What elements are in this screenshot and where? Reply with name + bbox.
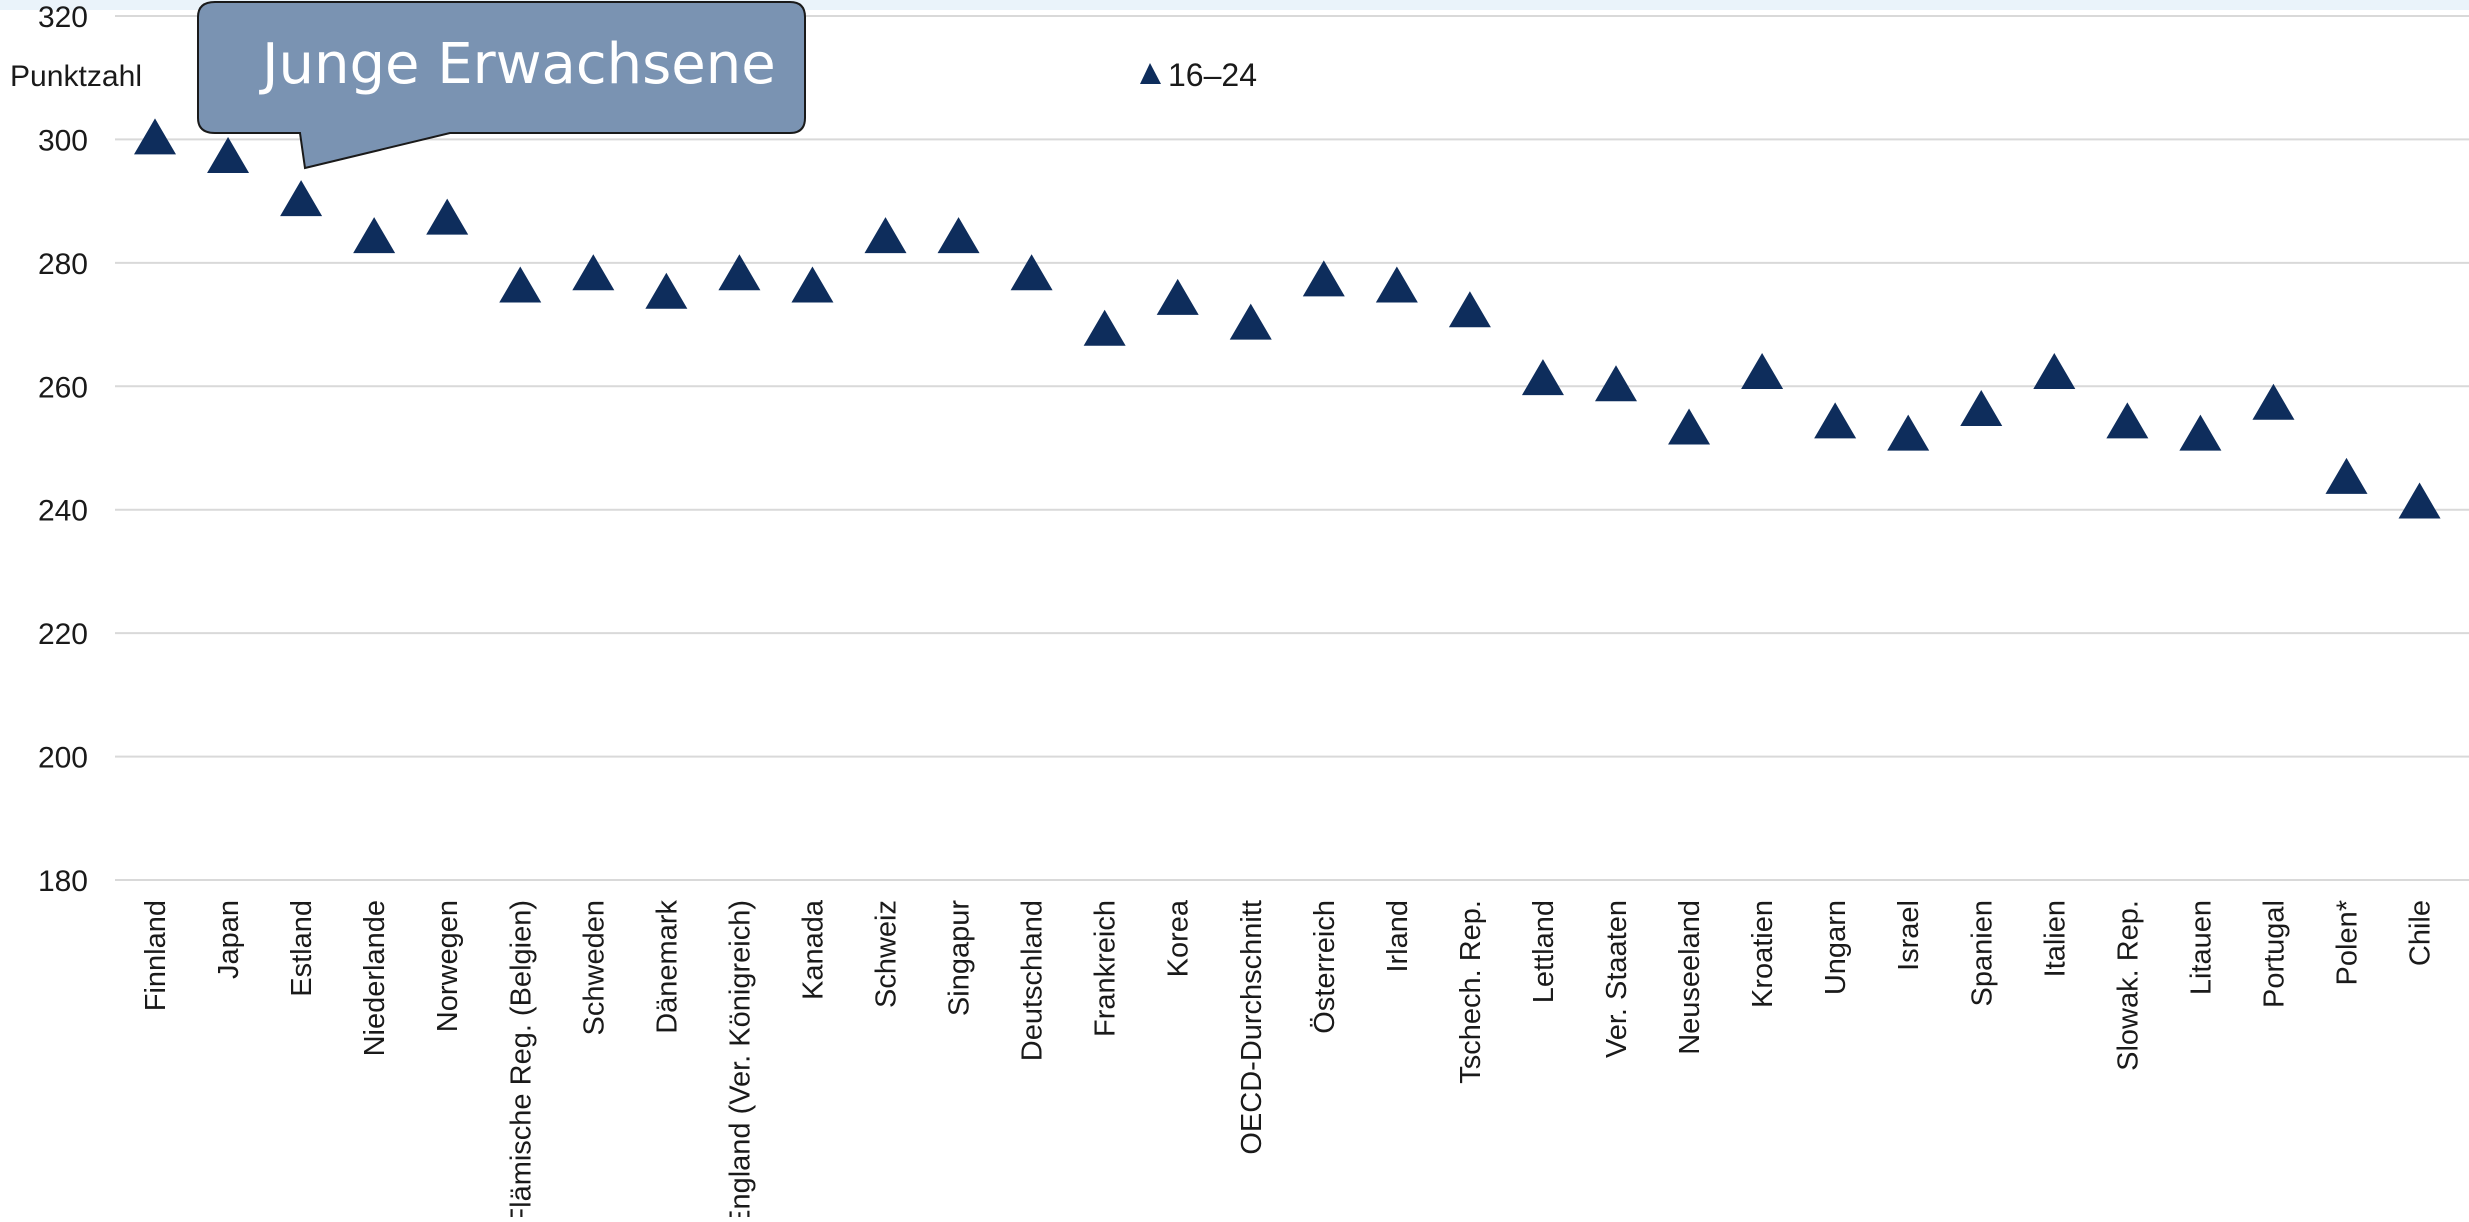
data-point-marker bbox=[791, 266, 834, 303]
data-point-marker bbox=[353, 217, 396, 254]
legend-marker bbox=[1140, 63, 1161, 84]
data-point-marker bbox=[2398, 482, 2441, 519]
x-axis-tick-labels: Finnland Japan Estland Niederlande Norwegen F… bbox=[140, 899, 2437, 1222]
x-tick-label: Portugal bbox=[2258, 900, 2290, 1008]
x-tick-label: OECD-Durchschnitt bbox=[1236, 900, 1268, 1155]
data-point-marker bbox=[1010, 254, 1053, 291]
x-tick-label: Neuseeland bbox=[1674, 900, 1706, 1055]
x-tick-label: Ungarn bbox=[1820, 900, 1852, 995]
title-callout: Junge Erwachsene bbox=[197, 1, 806, 170]
y-tick-label: 260 bbox=[38, 371, 88, 404]
data-point-marker bbox=[2252, 383, 2295, 420]
data-point-marker bbox=[1595, 365, 1637, 402]
x-tick-label: Deutschland bbox=[1017, 900, 1049, 1061]
data-point-marker bbox=[2179, 414, 2222, 451]
x-tick-label: Litauen bbox=[2185, 900, 2217, 995]
data-point-marker bbox=[1083, 309, 1126, 346]
x-tick-label: Italien bbox=[2039, 900, 2071, 977]
x-tick-label: Österreich bbox=[1309, 900, 1341, 1034]
data-point-marker bbox=[1960, 389, 2003, 426]
x-tick-label: England (Ver. Königreich) bbox=[724, 900, 756, 1217]
data-point-marker bbox=[2106, 402, 2149, 439]
data-point-marker bbox=[1668, 408, 1711, 445]
x-tick-label: Korea bbox=[1163, 899, 1195, 977]
x-tick-label: Ver. Staaten bbox=[1601, 900, 1633, 1058]
x-tick-label: Norwegen bbox=[432, 900, 464, 1032]
data-point-marker bbox=[499, 266, 542, 303]
chart-title: Junge Erwachsene bbox=[259, 32, 776, 97]
data-point-marker bbox=[426, 198, 469, 235]
grid-lines bbox=[115, 15, 2469, 881]
x-tick-label: Lettland bbox=[1528, 900, 1560, 1003]
x-tick-label: Schweiz bbox=[871, 900, 903, 1008]
x-tick-label: Frankreich bbox=[1090, 900, 1122, 1037]
y-axis-label: Punktzahl bbox=[10, 60, 142, 93]
y-tick-label: 240 bbox=[38, 495, 88, 528]
x-tick-label: Finnland bbox=[140, 900, 172, 1011]
y-tick-label: 220 bbox=[38, 618, 88, 651]
data-point-marker bbox=[645, 272, 688, 309]
x-tick-label: Dänemark bbox=[651, 900, 683, 1034]
data-point-marker bbox=[2033, 352, 2076, 389]
callout-box bbox=[197, 1, 806, 170]
data-point-marker bbox=[1229, 303, 1272, 340]
x-tick-label: Israel bbox=[1893, 900, 1925, 971]
legend-label: 16–24 bbox=[1168, 57, 1257, 93]
data-point-marker bbox=[2325, 457, 2368, 494]
x-tick-label: Tschech. Rep. bbox=[1455, 900, 1487, 1084]
data-point-marker bbox=[718, 254, 761, 291]
x-tick-label: Kanada bbox=[797, 899, 829, 1000]
x-tick-label: Niederlande bbox=[359, 900, 391, 1056]
x-tick-label: Irland bbox=[1382, 900, 1414, 973]
data-point-marker bbox=[937, 217, 980, 254]
data-point-marker bbox=[1887, 414, 1930, 451]
y-tick-label: 300 bbox=[38, 124, 88, 157]
x-tick-label: Kroatien bbox=[1747, 900, 1779, 1008]
x-tick-label: Chile bbox=[2405, 900, 2437, 966]
top-band bbox=[0, 0, 2469, 10]
x-tick-label: Schweden bbox=[578, 900, 610, 1035]
data-point-marker bbox=[1448, 291, 1491, 328]
data-point-marker bbox=[1814, 402, 1857, 439]
data-point-marker bbox=[207, 136, 250, 173]
data-markers bbox=[134, 118, 2441, 519]
y-tick-label: 200 bbox=[38, 742, 88, 775]
data-point-marker bbox=[1375, 266, 1418, 303]
data-point-marker bbox=[1302, 260, 1345, 297]
data-point-marker bbox=[1741, 352, 1784, 389]
legend: 16–24 bbox=[1140, 57, 1257, 93]
x-tick-label: Spanien bbox=[1966, 900, 1998, 1006]
data-point-marker bbox=[1521, 359, 1564, 396]
data-point-marker bbox=[134, 118, 176, 155]
x-tick-label: Estland bbox=[286, 900, 318, 997]
y-tick-label: 320 bbox=[38, 1, 88, 34]
x-tick-label: Polen* bbox=[2332, 900, 2364, 985]
y-axis-tick-labels: 180 200 220 240 260 280 300 320 bbox=[38, 1, 88, 898]
data-point-marker bbox=[572, 254, 615, 291]
x-tick-label: Singapur bbox=[944, 900, 976, 1016]
x-tick-label: Flämische Reg. (Belgien) bbox=[505, 900, 537, 1217]
data-point-marker bbox=[864, 217, 907, 254]
data-point-marker bbox=[1156, 278, 1199, 315]
x-tick-label: Japan bbox=[213, 900, 245, 979]
y-tick-label: 180 bbox=[38, 865, 88, 898]
x-tick-label: Slowak. Rep. bbox=[2112, 900, 2144, 1071]
y-tick-label: 280 bbox=[38, 248, 88, 281]
data-point-marker bbox=[280, 180, 323, 217]
